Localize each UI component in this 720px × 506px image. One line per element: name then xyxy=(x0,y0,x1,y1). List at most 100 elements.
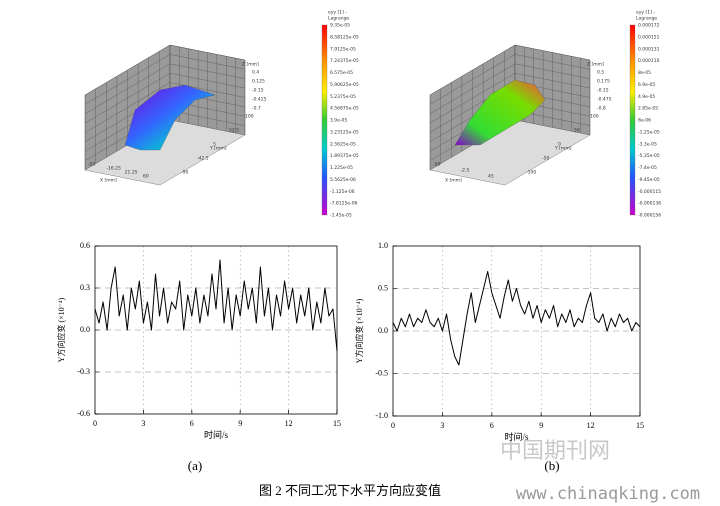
colorbar-label: -5.35e-05 xyxy=(638,153,660,159)
wall-grid xyxy=(429,54,516,105)
colorbar-label: -7.8125e-06 xyxy=(330,201,358,207)
colorbar-label: -0.000115 xyxy=(638,189,661,195)
colorbar-label: 7.9125e-05 xyxy=(330,46,356,52)
surface xyxy=(454,79,546,146)
wall-grid xyxy=(169,72,246,89)
y-tick: -100 xyxy=(526,170,536,176)
colorbar-label: 4.9e-05 xyxy=(638,94,655,100)
wall-grid xyxy=(514,63,591,79)
colorbar-label: -1.25e-05 xyxy=(638,129,660,135)
x-tick: -50 xyxy=(433,162,440,168)
colorbar-label: 8.58125e-05 xyxy=(330,34,359,40)
colorbar-title: Lagrange xyxy=(328,16,349,22)
colorbar-label: 3.9e-05 xyxy=(330,118,347,124)
x-tick-label: 0 xyxy=(391,421,395,430)
colorbar-label: 8e-05 xyxy=(638,70,651,76)
y-tick-label: 1.0 xyxy=(378,241,388,250)
colorbar-label: -0.000156 xyxy=(638,213,661,219)
wall-grid xyxy=(514,72,591,89)
wall-grid xyxy=(429,63,516,114)
x-tick-label: 6 xyxy=(190,419,194,428)
y-tick-label: -1.0 xyxy=(375,411,388,420)
x-tick: 45 xyxy=(488,174,494,180)
x-axis-label: 时间/s xyxy=(504,431,529,442)
wall-grid xyxy=(84,72,171,124)
wall-grid xyxy=(84,82,171,133)
x-tick: -16.25 xyxy=(106,166,121,172)
z-tick: 0.125 xyxy=(252,79,265,85)
wall-grid xyxy=(429,72,516,124)
y-axis-label: Y方向应变 (×10⁻⁴) xyxy=(56,297,66,362)
wall-grid xyxy=(169,82,246,98)
colorbar-label: 5.90625e-05 xyxy=(330,82,359,88)
x-tick: 60 xyxy=(143,174,149,180)
x-axis-label: 时间/s xyxy=(204,429,229,440)
y-tick-label: 0.6 xyxy=(80,241,90,250)
watermark: 中国期刊网 xyxy=(500,439,610,464)
watermark: www.chinaqking.com xyxy=(516,484,700,504)
z-tick: -0.15 xyxy=(252,88,264,94)
plot-frame xyxy=(94,245,338,415)
panel-label: (a) xyxy=(188,458,202,473)
colorbar-label: 2.85e-05 xyxy=(638,106,658,112)
colorbar-label: 2.5625e-05 xyxy=(330,141,356,147)
y-tick-label: 0.3 xyxy=(80,283,90,292)
y-tick: 100 xyxy=(245,114,254,120)
z-tick: -0.7 xyxy=(252,106,261,112)
y-tick-label: 0.0 xyxy=(80,325,90,334)
colorbar-label: -9.45e-05 xyxy=(638,177,660,183)
colorbar-label: 1.225e-05 xyxy=(330,165,353,171)
caption: 图 2 不同工况下水平方向应变值 xyxy=(259,483,441,498)
colorbar-label: 0.000110 xyxy=(638,58,660,64)
x-tick: 21.25 xyxy=(125,170,138,176)
x-tick-label: 3 xyxy=(440,421,444,430)
panel-label: (b) xyxy=(544,458,559,473)
colorbar-label: 6.575e-05 xyxy=(330,70,353,76)
y-tick-label: 0.0 xyxy=(378,326,388,335)
x-tick-label: 3 xyxy=(141,419,145,428)
colorbar-label: -1.45e-05 xyxy=(330,213,352,219)
colorbar-title: Lagrange xyxy=(636,16,657,22)
x-tick-label: 12 xyxy=(285,419,293,428)
z-tick: 0.175 xyxy=(597,79,610,85)
y-axis-label: Y方向应变 (×10⁻⁴) xyxy=(354,298,364,363)
line-series xyxy=(392,271,641,366)
y-tick-label: -0.3 xyxy=(77,367,90,376)
colorbar-label: 8e-06 xyxy=(638,118,651,124)
y-tick: 100 xyxy=(590,114,599,120)
wall-grid xyxy=(169,63,246,79)
surface xyxy=(124,84,216,151)
z-tick: -0.425 xyxy=(252,97,267,103)
x-tick-label: 9 xyxy=(238,419,242,428)
y-tick: 52.5 xyxy=(229,128,239,134)
x-tick-label: 0 xyxy=(93,419,97,428)
y-axis-label: Y [mm] xyxy=(554,146,572,152)
wall-grid xyxy=(169,54,246,70)
y-tick-label: -0.5 xyxy=(375,368,388,377)
colorbar-label: 0.000131 xyxy=(638,46,660,52)
wall-grid xyxy=(84,63,171,114)
x-axis-label: X [mm] xyxy=(100,178,117,184)
z-tick: 0.5 xyxy=(597,70,604,76)
z-axis-label: Z [mm] xyxy=(242,62,259,68)
plot-frame xyxy=(392,245,641,417)
colorbar xyxy=(629,24,636,216)
colorbar-label: 4.56875e-05 xyxy=(330,106,359,112)
x-tick: -55 xyxy=(88,162,95,168)
colorbar-label: 7.24375e-05 xyxy=(330,58,359,64)
y-tick-label: -0.6 xyxy=(77,409,90,418)
y-tick: 5 xyxy=(213,142,216,148)
y-axis-label: Y [mm] xyxy=(209,146,227,152)
z-tick: -0.8 xyxy=(597,106,606,112)
y-tick-label: 0.5 xyxy=(378,283,388,292)
z-tick: 0.4 xyxy=(252,70,259,76)
y-tick: -42.5 xyxy=(197,156,209,162)
x-tick-label: 9 xyxy=(539,421,543,430)
colorbar-label: 3.23125e-05 xyxy=(330,129,359,135)
z-tick: -0.15 xyxy=(597,88,609,94)
colorbar-label: -0.000136 xyxy=(638,201,661,207)
z-tick: -0.475 xyxy=(597,97,612,103)
colorbar-label: 9.35e-05 xyxy=(330,23,350,29)
colorbar-label: 6.9e-05 xyxy=(638,82,655,88)
